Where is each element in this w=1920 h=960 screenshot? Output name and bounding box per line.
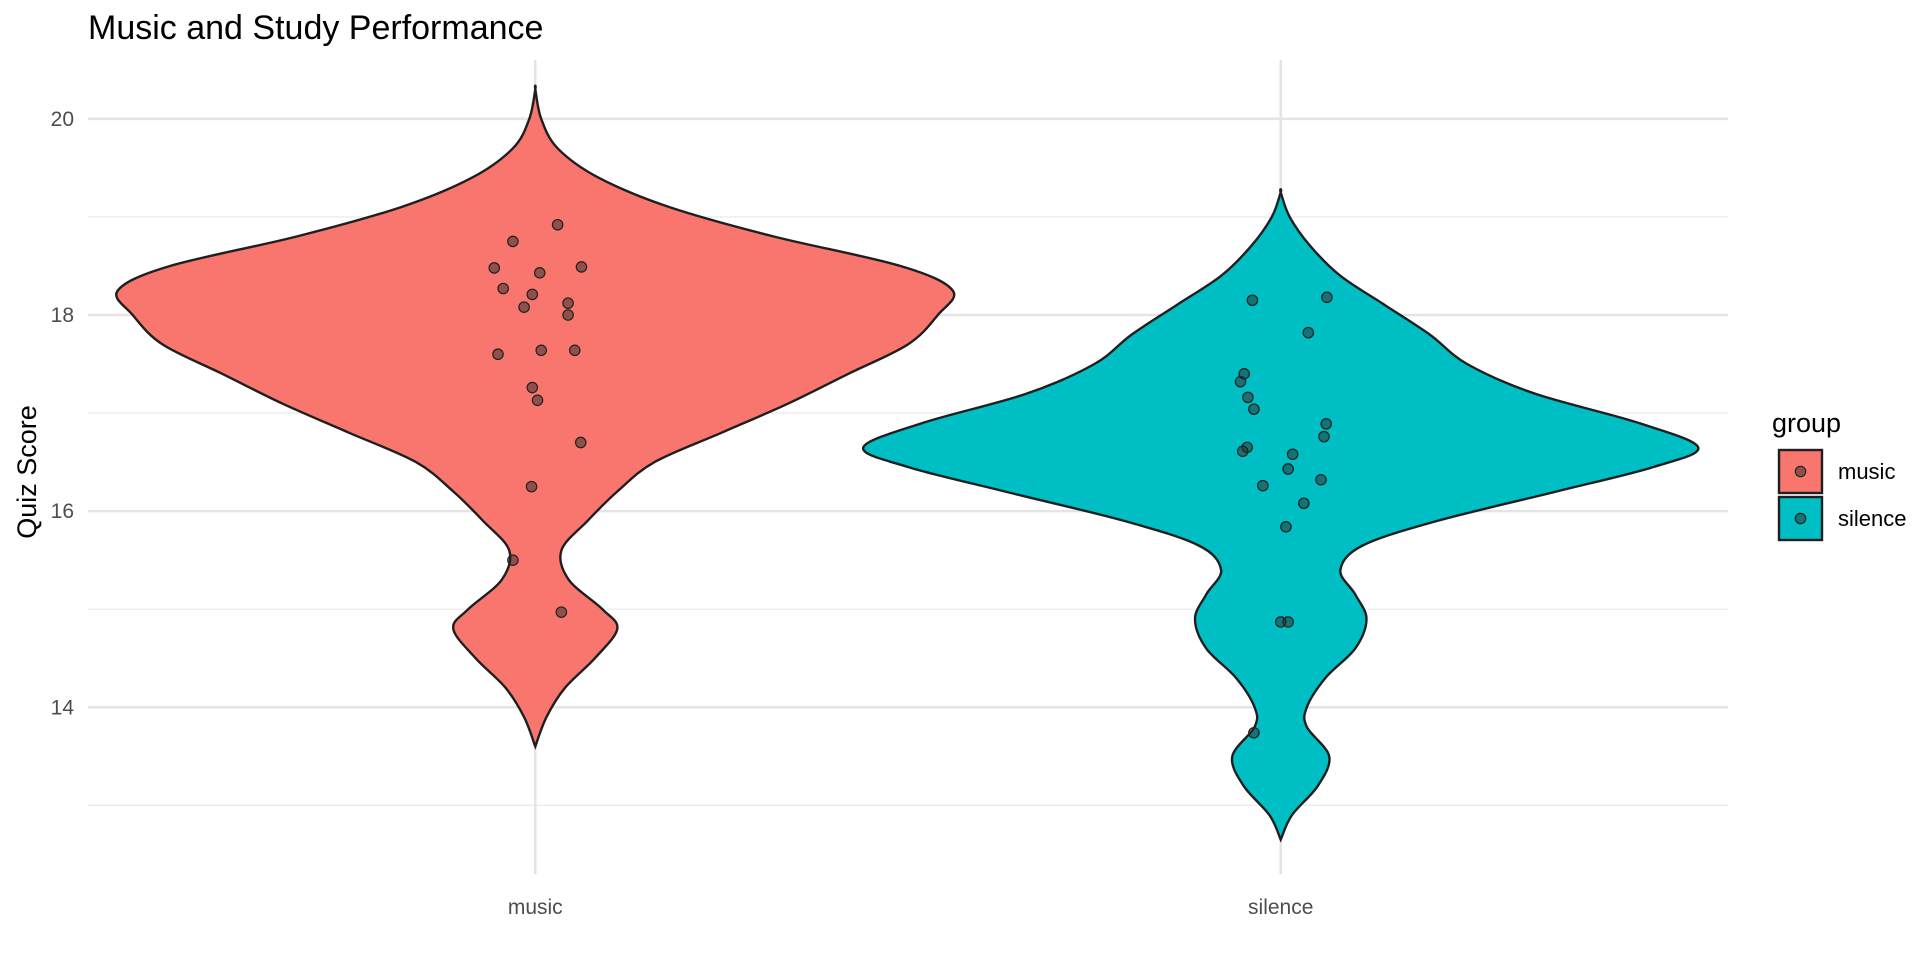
y-axis-ticks: 14 16 18 20 xyxy=(51,108,75,719)
data-points xyxy=(488,218,1333,739)
data-point-silence xyxy=(1248,726,1260,739)
chart-title: Music and Study Performance xyxy=(88,9,543,47)
legend-label-silence: silence xyxy=(1838,506,1906,531)
y-axis-title: Quiz Score xyxy=(12,405,42,539)
data-point-music xyxy=(531,394,544,407)
data-point-music xyxy=(525,480,538,493)
data-point-silence xyxy=(1242,391,1254,404)
x-tick-label-music: music xyxy=(508,896,563,919)
legend-point-music xyxy=(1794,465,1807,478)
data-point-music xyxy=(574,436,587,449)
data-point-music xyxy=(568,344,581,357)
data-point-silence xyxy=(1298,497,1310,510)
data-point-silence xyxy=(1302,326,1315,339)
data-point-music xyxy=(562,297,574,310)
data-point-silence xyxy=(1248,403,1260,415)
data-point-silence xyxy=(1282,616,1294,628)
data-point-music xyxy=(518,301,530,313)
data-point-silence xyxy=(1236,445,1249,458)
data-point-silence xyxy=(1246,294,1259,307)
data-point-silence xyxy=(1280,521,1292,533)
data-point-music xyxy=(562,309,574,321)
x-tick-label-silence: silence xyxy=(1248,896,1313,919)
y-tick-label: 18 xyxy=(51,304,74,327)
data-point-music xyxy=(507,554,519,566)
data-point-music xyxy=(575,261,588,273)
data-point-silence xyxy=(1282,463,1294,475)
data-point-silence xyxy=(1321,291,1333,304)
data-point-music xyxy=(526,288,539,301)
data-point-silence xyxy=(1318,430,1330,443)
data-point-music xyxy=(535,344,548,357)
legend-point-silence xyxy=(1794,512,1807,525)
data-point-music xyxy=(507,235,519,248)
data-point-silence xyxy=(1320,418,1332,430)
data-point-music xyxy=(526,381,539,394)
legend-label-music: music xyxy=(1838,459,1895,484)
legend-entries: music silence xyxy=(1777,448,1906,542)
legend-title: group xyxy=(1772,408,1841,438)
data-point-music xyxy=(492,348,504,361)
legend: group music silence xyxy=(1772,408,1906,542)
data-point-music xyxy=(497,282,510,295)
data-point-silence xyxy=(1257,479,1269,492)
data-point-silence xyxy=(1238,368,1250,380)
violin-music xyxy=(115,84,956,750)
x-axis-ticks: music silence xyxy=(508,896,1314,919)
y-tick-label: 14 xyxy=(51,696,75,719)
data-point-silence xyxy=(1286,448,1299,461)
data-point-music xyxy=(555,606,568,618)
y-tick-label: 16 xyxy=(51,500,74,523)
data-point-music xyxy=(488,262,501,274)
y-tick-label: 20 xyxy=(51,108,74,131)
violin-silence xyxy=(862,188,1700,843)
data-point-silence xyxy=(1315,473,1327,486)
violins xyxy=(115,84,1700,843)
data-point-music xyxy=(551,218,564,231)
data-point-music xyxy=(533,267,546,279)
